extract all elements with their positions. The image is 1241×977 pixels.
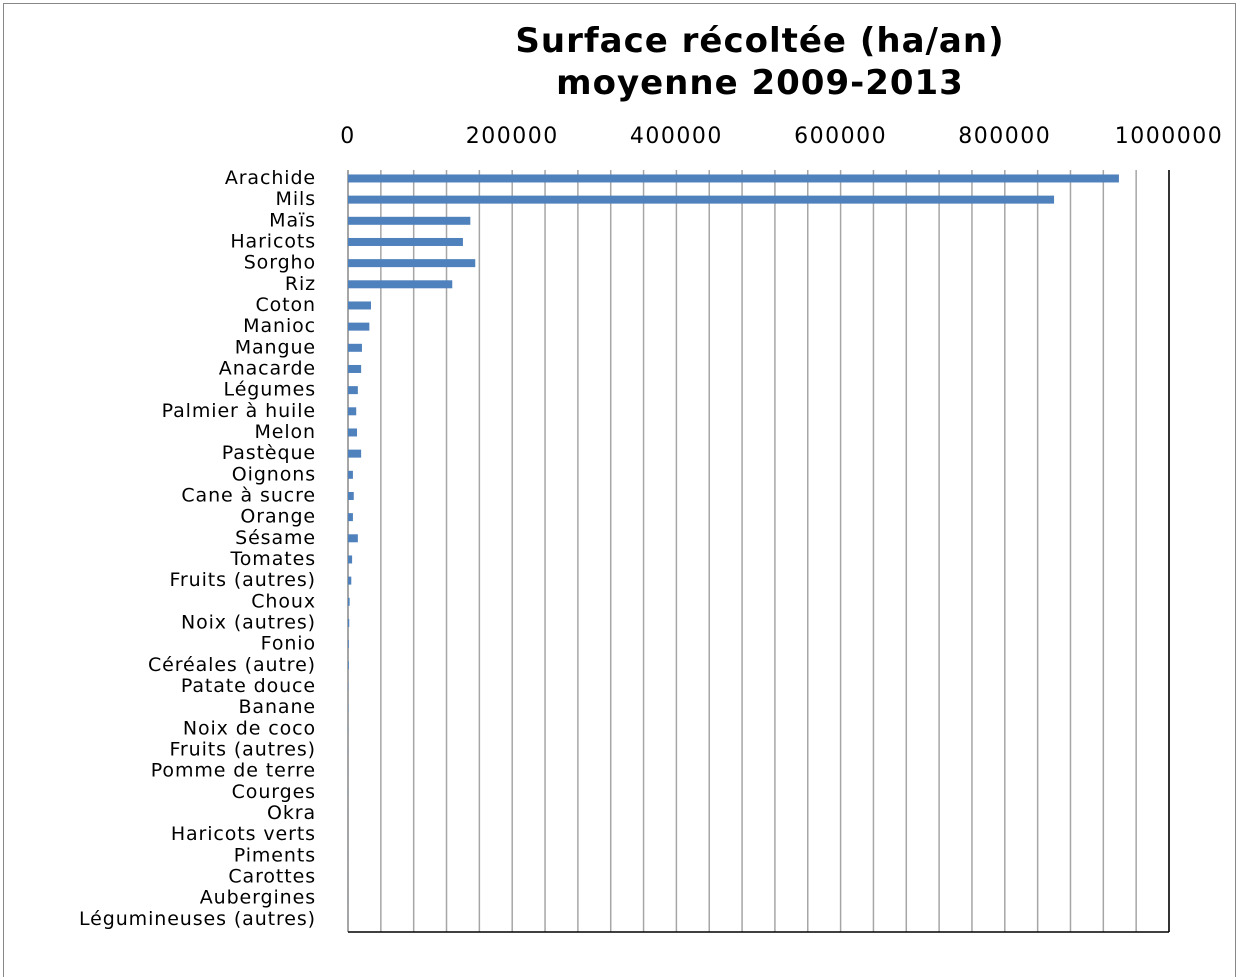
bar	[348, 640, 349, 649]
y-tick-label: Tomates	[230, 548, 317, 570]
chart-title: Surface récoltée (ha/an) moyenne 2009-20…	[515, 21, 1005, 103]
y-tick-label: Sésame	[235, 527, 316, 549]
y-tick-label: Piments	[234, 844, 316, 866]
bar	[348, 216, 471, 225]
bar	[348, 597, 350, 606]
x-tick-label: 1000000	[1115, 124, 1223, 149]
bar	[348, 280, 453, 289]
x-tick-label: 400000	[630, 124, 723, 149]
y-tick-label: Fonio	[261, 633, 316, 655]
bar	[348, 407, 357, 416]
bar	[348, 555, 353, 564]
y-tick-label: Aubergines	[200, 887, 316, 909]
bar	[348, 470, 353, 479]
bar	[348, 301, 371, 310]
bar	[348, 343, 362, 352]
y-tick-label: Fruits (autres)	[169, 738, 316, 760]
bar	[348, 195, 1055, 204]
y-tick-label: Haricots verts	[171, 823, 316, 845]
y-tick-label: Légumes	[224, 379, 316, 401]
y-tick-label: Coton	[255, 294, 316, 316]
bar	[348, 237, 463, 246]
y-tick-label: Cane à sucre	[181, 484, 316, 506]
bar	[348, 364, 362, 373]
bar	[348, 576, 352, 585]
y-tick-label: Palmier à huile	[162, 400, 316, 422]
y-tick-label: Maïs	[269, 209, 316, 231]
y-tick-label: Courges	[232, 781, 316, 803]
bar	[348, 513, 353, 522]
bar	[348, 491, 354, 500]
y-tick-label: Sorgho	[244, 252, 316, 274]
x-tick-label: 0	[340, 124, 356, 149]
y-tick-label: Riz	[285, 273, 316, 295]
y-tick-label: Manioc	[243, 315, 316, 337]
y-tick-label: Oignons	[232, 463, 316, 485]
y-tick-label: Okra	[267, 802, 316, 824]
x-tick-label: 800000	[958, 124, 1051, 149]
bar	[348, 428, 358, 437]
y-tick-label: Céréales (autre)	[148, 654, 316, 676]
bar	[348, 386, 358, 395]
y-tick-label: Patate douce	[181, 675, 316, 697]
y-tick-label: Banane	[239, 696, 317, 718]
y-tick-label: Noix de coco	[183, 717, 316, 739]
y-tick-label: Choux	[251, 590, 316, 612]
y-tick-label: Légumineuses (autres)	[79, 908, 316, 930]
bar	[348, 661, 349, 670]
y-tick-label: Fruits (autres)	[169, 569, 316, 591]
y-tick-label: Pastèque	[222, 442, 316, 464]
bar	[348, 618, 350, 627]
x-tick-label: 600000	[794, 124, 887, 149]
y-tick-label: Mangue	[235, 336, 316, 358]
y-tick-label: Carottes	[228, 865, 316, 887]
bar	[348, 322, 370, 331]
y-tick-label: Orange	[240, 506, 316, 528]
y-tick-label: Mils	[276, 188, 316, 210]
y-tick-label: Pomme de terre	[151, 760, 316, 782]
y-tick-label: Noix (autres)	[181, 611, 316, 633]
bar	[348, 449, 362, 458]
y-tick-label: Arachide	[225, 167, 316, 189]
bar	[348, 534, 358, 543]
y-tick-label: Haricots	[230, 230, 316, 252]
x-tick-label: 200000	[466, 124, 559, 149]
chart-border	[3, 3, 1236, 977]
y-tick-label: Anacarde	[219, 357, 316, 379]
bar	[348, 174, 1119, 183]
bar	[348, 259, 476, 268]
y-tick-label: Melon	[254, 421, 316, 443]
